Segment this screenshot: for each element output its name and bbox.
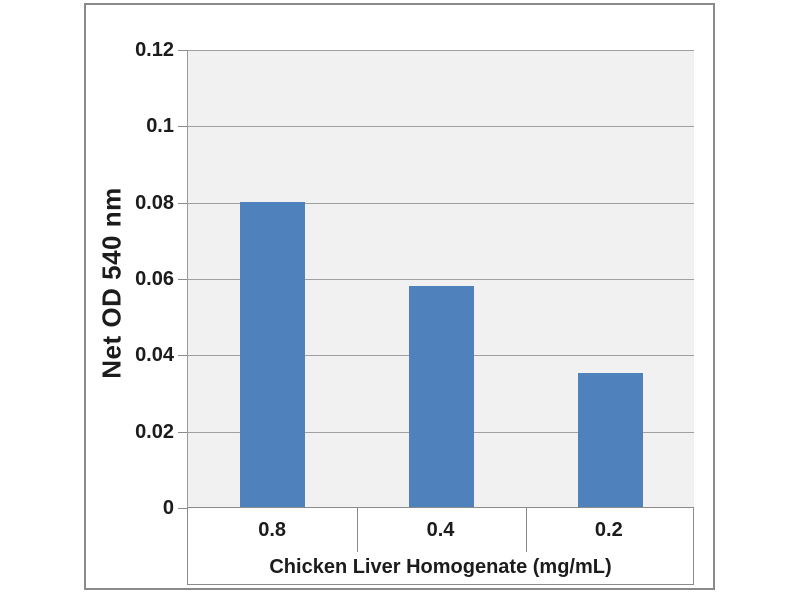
y-tick-label: 0.06 <box>135 268 174 290</box>
y-tick-mark <box>178 202 187 204</box>
category-row: 0.8 0.4 0.2 <box>188 508 693 552</box>
y-tick-mark <box>178 508 187 509</box>
category-separator <box>357 508 358 552</box>
y-tick-mark <box>178 126 187 128</box>
x-category-label: 0.2 <box>594 518 623 541</box>
x-axis-title: Chicken Liver Homogenate (mg/mL) <box>269 555 612 578</box>
y-tick-label: 0.1 <box>146 115 174 138</box>
category-separator <box>526 508 527 552</box>
y-tick-mark <box>178 50 187 51</box>
y-tick-label: 0.12 <box>135 39 174 61</box>
y-tick-mark <box>178 279 187 280</box>
x-category-label: 0.4 <box>426 518 455 541</box>
gridline-0.12 <box>188 50 694 51</box>
bar-0.2 <box>578 373 643 507</box>
y-tick-label: 0.04 <box>135 344 174 367</box>
bar-0.4 <box>409 285 474 507</box>
y-tick-label: 0.08 <box>135 191 174 214</box>
y-tick-label: 0.02 <box>135 420 174 443</box>
y-tick-mark <box>178 355 187 357</box>
y-tick-mark <box>178 431 187 433</box>
y-tick-label: 0 <box>162 497 174 519</box>
plot-area <box>187 50 694 508</box>
chart-frame: Net OD 540 nm 0 0.02 0.04 0.06 0.08 0.1 0.12 0… <box>84 3 715 590</box>
gridline-0.08 <box>188 202 694 204</box>
x-axis-label-box: 0.8 0.4 0.2 Chicken Liver Homogenate (mg/m… <box>187 508 694 585</box>
bar-0.8 <box>240 201 305 507</box>
gridline-0.1 <box>188 126 694 128</box>
x-category-label: 0.8 <box>258 518 287 541</box>
gridline-0.06 <box>188 279 694 280</box>
